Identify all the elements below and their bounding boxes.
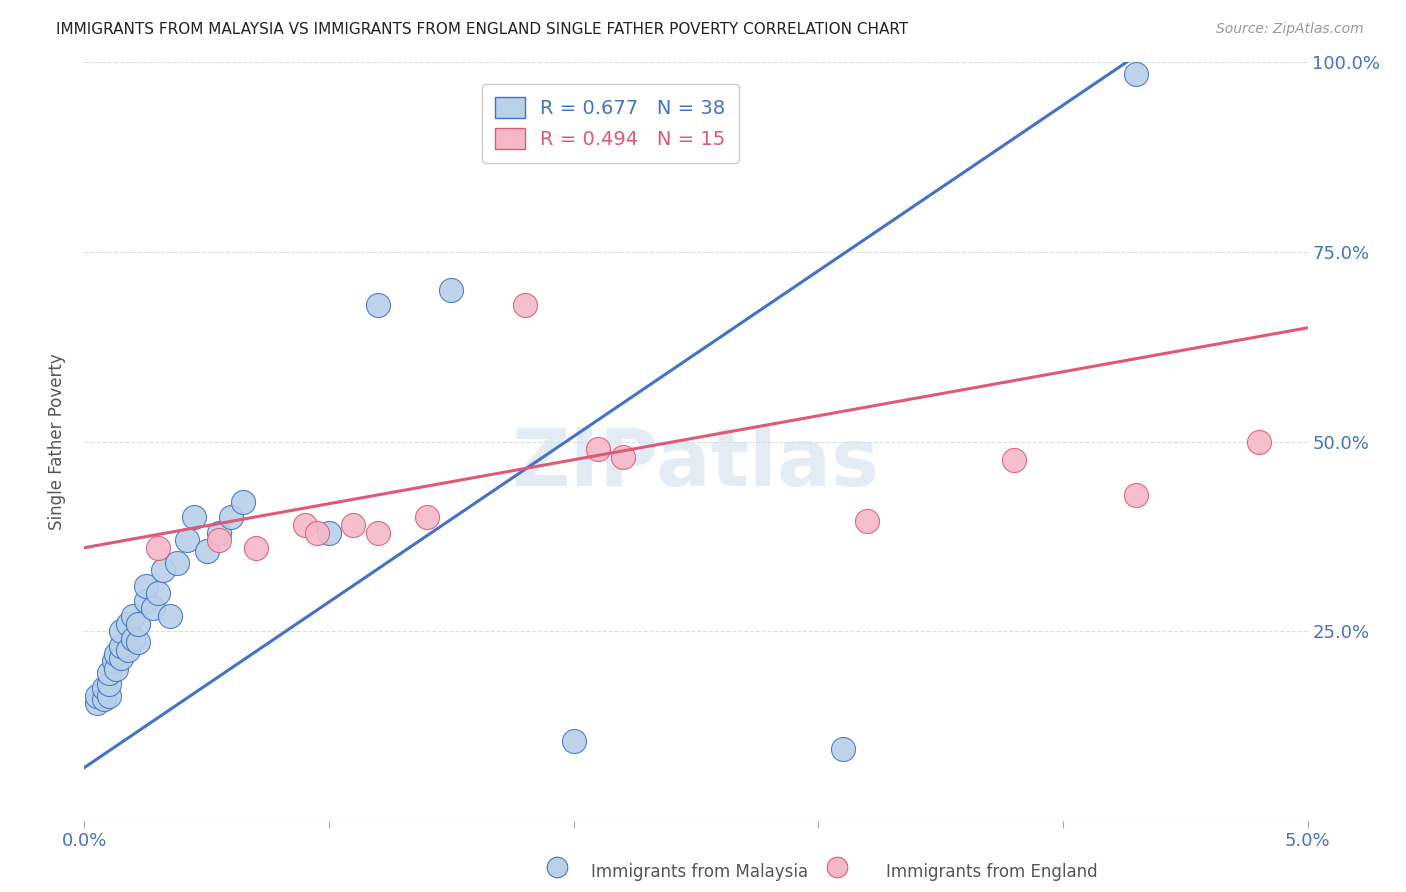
Point: [159, 608, 181, 623]
Point: [416, 510, 439, 524]
Point: [97, 665, 120, 680]
Point: [856, 514, 879, 528]
Point: [135, 594, 157, 608]
Text: Source: ZipAtlas.com: Source: ZipAtlas.com: [1216, 22, 1364, 37]
Point: [612, 450, 634, 464]
Point: [195, 544, 218, 558]
Point: [586, 442, 609, 457]
Point: [146, 541, 169, 555]
Point: [122, 632, 145, 646]
Point: [513, 298, 536, 312]
Point: [110, 624, 132, 639]
Point: [825, 860, 848, 874]
Point: [219, 510, 242, 524]
Point: [122, 608, 145, 623]
Point: [142, 601, 165, 615]
Point: [546, 860, 568, 874]
Point: [367, 525, 389, 540]
Point: [127, 635, 149, 649]
Point: [232, 495, 254, 509]
Point: [105, 662, 128, 676]
Point: [183, 510, 205, 524]
Point: [105, 647, 128, 661]
Point: [318, 525, 340, 540]
Text: Immigrants from Malaysia: Immigrants from Malaysia: [591, 863, 807, 881]
Point: [208, 525, 231, 540]
Point: [1247, 434, 1270, 449]
Point: [117, 643, 139, 657]
Point: [152, 564, 174, 578]
Point: [342, 517, 364, 532]
Point: [93, 692, 115, 706]
Point: [103, 655, 125, 669]
Point: [440, 283, 463, 297]
Point: [93, 681, 115, 695]
Point: [562, 734, 585, 748]
Point: [86, 689, 108, 703]
Point: [1125, 487, 1147, 501]
Text: Immigrants from England: Immigrants from England: [886, 863, 1098, 881]
Point: [294, 517, 316, 532]
Point: [97, 677, 120, 691]
Point: [117, 616, 139, 631]
Y-axis label: Single Father Poverty: Single Father Poverty: [48, 353, 66, 530]
Point: [166, 556, 188, 570]
Point: [367, 298, 389, 312]
Point: [208, 533, 231, 548]
Point: [127, 616, 149, 631]
Point: [831, 741, 853, 756]
Text: ZIPatlas: ZIPatlas: [512, 425, 880, 503]
Point: [1125, 67, 1147, 81]
Text: IMMIGRANTS FROM MALAYSIA VS IMMIGRANTS FROM ENGLAND SINGLE FATHER POVERTY CORREL: IMMIGRANTS FROM MALAYSIA VS IMMIGRANTS F…: [56, 22, 908, 37]
Point: [1002, 453, 1025, 467]
Point: [305, 525, 328, 540]
Point: [110, 650, 132, 665]
Point: [110, 639, 132, 653]
Point: [245, 541, 267, 555]
Point: [135, 579, 157, 593]
Point: [86, 696, 108, 710]
Point: [97, 689, 120, 703]
Point: [146, 586, 169, 600]
Legend: R = 0.677   N = 38, R = 0.494   N = 15: R = 0.677 N = 38, R = 0.494 N = 15: [482, 84, 740, 163]
Point: [176, 533, 198, 548]
